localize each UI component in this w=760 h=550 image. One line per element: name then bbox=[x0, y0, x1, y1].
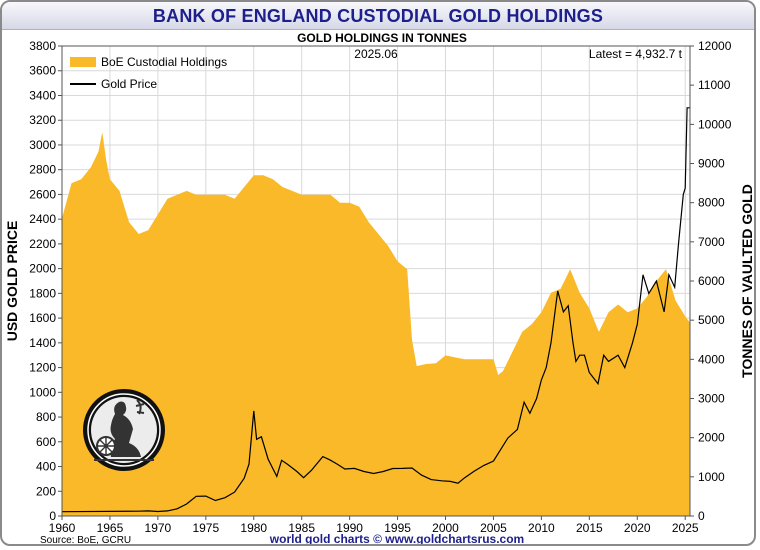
right-tick-label: 10000 bbox=[698, 117, 732, 131]
chart-subtitle: GOLD HOLDINGS IN TONNES bbox=[297, 31, 467, 45]
right-axis: 0 1000 2000 3000 4000 5000 6000 7000 8000 9000 100… bbox=[690, 39, 732, 523]
x-tick-label: 1975 bbox=[192, 521, 219, 535]
left-tick-label: 2000 bbox=[29, 262, 56, 276]
left-tick-label: 3800 bbox=[29, 39, 56, 53]
left-tick-label: 3000 bbox=[29, 138, 56, 152]
date-label: 2025.06 bbox=[354, 47, 398, 61]
left-tick-label: 1200 bbox=[29, 361, 56, 375]
left-tick-label: 400 bbox=[36, 460, 56, 474]
right-tick-label: 5000 bbox=[698, 313, 725, 327]
left-tick-label: 3400 bbox=[29, 88, 56, 102]
legend: BoE Custodial Holdings Gold Price bbox=[70, 55, 227, 91]
left-tick-label: 3200 bbox=[29, 113, 56, 127]
x-tick-label: 2025 bbox=[672, 521, 699, 535]
right-tick-label: 6000 bbox=[698, 274, 725, 288]
left-tick-label: 2400 bbox=[29, 212, 56, 226]
x-tick-label: 1990 bbox=[336, 521, 363, 535]
x-tick-label: 1995 bbox=[384, 521, 411, 535]
right-tick-label: 11000 bbox=[698, 78, 731, 92]
left-tick-label: 3600 bbox=[29, 64, 56, 78]
legend-swatch-holdings bbox=[70, 57, 96, 67]
footer-credit: world gold charts © www.goldchartsrus.co… bbox=[269, 532, 524, 546]
right-tick-label: 7000 bbox=[698, 235, 725, 249]
left-tick-label: 2600 bbox=[29, 187, 56, 201]
right-tick-label: 8000 bbox=[698, 196, 725, 210]
right-tick-label: 1000 bbox=[698, 470, 725, 484]
left-tick-label: 1400 bbox=[29, 336, 56, 350]
legend-label-gold-price: Gold Price bbox=[101, 77, 157, 91]
left-tick-label: 800 bbox=[36, 410, 56, 424]
left-tick-label: 1800 bbox=[29, 286, 56, 300]
chart-title: BANK OF ENGLAND CUSTODIAL GOLD HOLDINGS bbox=[152, 6, 604, 26]
x-tick-label: 2000 bbox=[432, 521, 459, 535]
right-tick-label: 4000 bbox=[698, 352, 725, 366]
footer-source: Source: BoE, GCRU bbox=[40, 535, 131, 546]
left-tick-label: 200 bbox=[36, 484, 56, 498]
right-tick-label: 3000 bbox=[698, 392, 725, 406]
right-tick-label: 2000 bbox=[698, 431, 725, 445]
legend-label-holdings: BoE Custodial Holdings bbox=[101, 55, 227, 69]
x-tick-label: 2005 bbox=[480, 521, 507, 535]
x-tick-label: 2015 bbox=[576, 521, 603, 535]
left-axis-title: USD GOLD PRICE bbox=[4, 221, 20, 342]
x-tick-label: 2020 bbox=[624, 521, 651, 535]
right-tick-label: 0 bbox=[698, 509, 705, 523]
gold-price-line bbox=[62, 107, 690, 513]
right-axis-title: TONNES OF VAULTED GOLD bbox=[739, 184, 755, 378]
left-tick-label: 600 bbox=[36, 435, 56, 449]
left-tick-label: 1600 bbox=[29, 311, 56, 325]
x-axis: 1960 1965 1970 1975 1980 1985 1990 1995 2000 2005… bbox=[49, 516, 699, 535]
right-tick-label: 9000 bbox=[698, 157, 725, 171]
x-tick-label: 2010 bbox=[528, 521, 555, 535]
holdings-area bbox=[62, 132, 690, 516]
x-tick-label: 1970 bbox=[145, 521, 172, 535]
left-tick-label: 1000 bbox=[29, 385, 56, 399]
x-tick-label: 1985 bbox=[288, 521, 315, 535]
latest-label: Latest = 4,932.7 t bbox=[589, 47, 683, 61]
x-tick-label: 1980 bbox=[240, 521, 267, 535]
left-axis: 0 200 400 600 800 1000 1200 1400 1600 1800 2000 220… bbox=[29, 39, 62, 523]
x-tick-label: 1960 bbox=[49, 521, 76, 535]
title-bar: BANK OF ENGLAND CUSTODIAL GOLD HOLDINGS bbox=[2, 2, 754, 30]
right-tick-label: 12000 bbox=[698, 39, 732, 53]
left-tick-label: 0 bbox=[49, 509, 56, 523]
left-tick-label: 2800 bbox=[29, 163, 56, 177]
bank-of-england-logo bbox=[83, 389, 165, 471]
x-tick-label: 1965 bbox=[97, 521, 124, 535]
left-tick-label: 2200 bbox=[29, 237, 56, 251]
